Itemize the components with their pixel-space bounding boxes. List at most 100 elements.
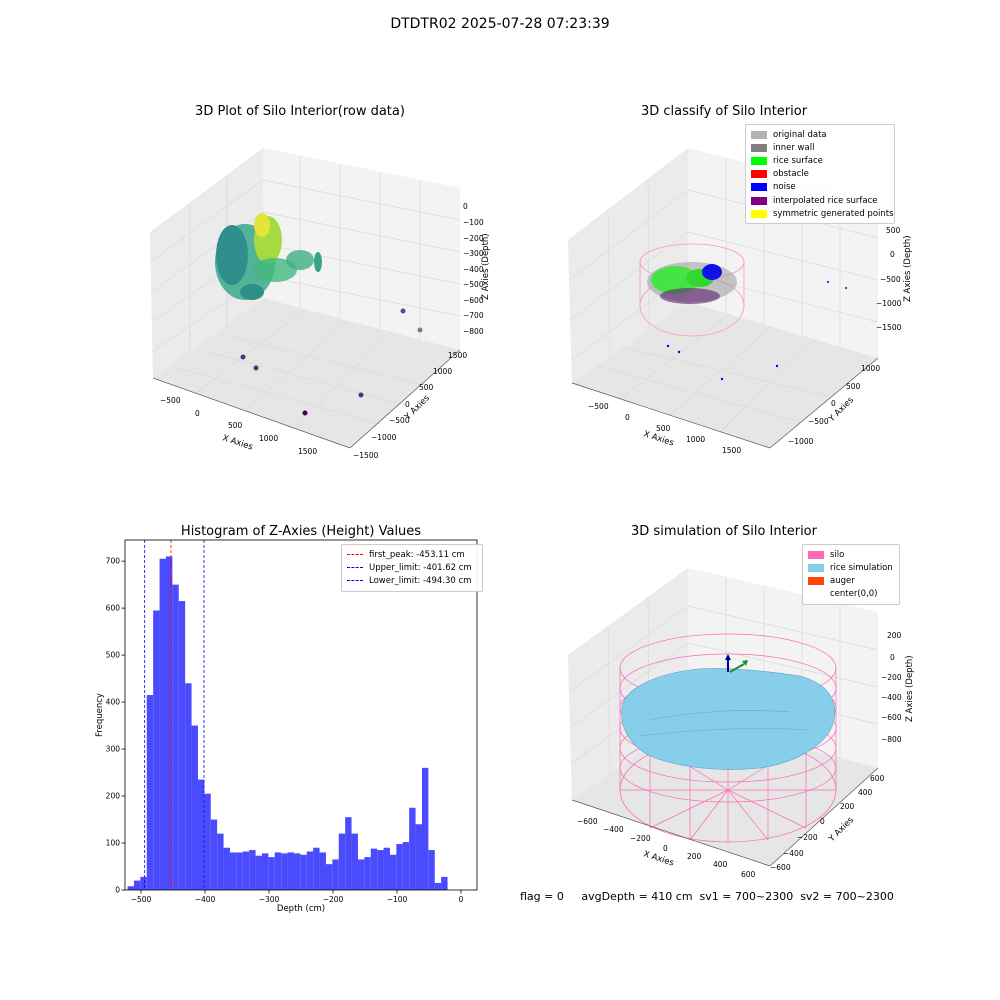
p4-ztick: −600 [881, 713, 902, 722]
legend-item: original data [751, 128, 889, 141]
legend-item: rice simulation [808, 561, 894, 574]
p1-ztick: 0 [463, 202, 468, 211]
p1-ytick: 1500 [448, 351, 467, 360]
histogram-xtick-label: −300 [259, 895, 280, 904]
p2-ytick: −500 [808, 417, 829, 426]
histogram-bar [153, 610, 160, 890]
p4-ztick: 200 [887, 631, 902, 640]
legend-item: first_peak: -453.11 cm [347, 548, 477, 561]
legend-label: original data [773, 129, 827, 140]
legend-line [347, 580, 363, 582]
histogram-bar [197, 779, 205, 890]
p2-xtick: −500 [588, 402, 609, 411]
histogram-bar [261, 853, 269, 890]
p4-xtick: −600 [577, 817, 598, 826]
p4-ztick: 0 [890, 653, 895, 662]
p2-xtick: 0 [625, 413, 630, 422]
histogram-bar [319, 852, 326, 890]
p2-ztick: 500 [886, 226, 901, 235]
histogram-xticks: −500 −400 −300 −200 −100 0 [131, 890, 464, 904]
legend-label: interpolated rice surface [773, 195, 878, 206]
legend-swatch [751, 196, 767, 205]
histogram-bar [306, 851, 314, 890]
p1-ytick: 1000 [433, 367, 452, 376]
histogram-bar [133, 880, 141, 890]
legend-item: noise [751, 181, 889, 194]
histogram-bar [159, 558, 166, 890]
histogram-bar [300, 854, 307, 890]
legend-item: inner wall [751, 141, 889, 154]
p4-xtick: 0 [663, 844, 668, 853]
p1-ytick: −1500 [353, 451, 379, 460]
legend-label: symmetric generated points [773, 208, 894, 219]
legend-line [347, 567, 363, 569]
p1-ztick: −700 [463, 311, 484, 320]
panel4-legend: silo rice simulation auger center(0,0) [802, 544, 900, 605]
p1-zlabel: Z Axies (Depth) [481, 233, 491, 300]
histogram-xtick-label: −200 [323, 895, 344, 904]
p4-xlabel: X Axies [642, 849, 675, 868]
legend-item: rice surface [751, 154, 889, 167]
histogram-legend: first_peak: -453.11 cm Upper_limit: -401… [341, 544, 483, 592]
legend-label: rice simulation [830, 562, 893, 573]
legend-label: obstacle [773, 169, 809, 180]
histogram-ytick-label: 600 [106, 604, 121, 613]
p2-ztick: −1500 [876, 323, 902, 332]
panel2-title: 3D classify of Silo Interior [640, 104, 808, 119]
legend-swatch [808, 550, 824, 559]
panel3-title: Histogram of Z-Axies (Height) Values [180, 524, 422, 539]
p4-xtick: −400 [603, 825, 624, 834]
histogram-ytick-label: 400 [106, 698, 121, 707]
histogram-lines [144, 540, 205, 890]
p4-xtick: 400 [713, 860, 728, 869]
p1-ytick: −1000 [371, 433, 397, 442]
histogram-bar [441, 876, 448, 890]
histogram-bar [364, 857, 371, 890]
histogram-ytick-label: 0 [115, 886, 120, 895]
p2-ztick: −500 [880, 275, 901, 284]
histogram-bar [409, 807, 416, 890]
histogram-bar [357, 859, 365, 890]
legend-swatch [808, 576, 824, 585]
p2-ytick: 500 [846, 382, 861, 391]
histogram-bar [242, 851, 250, 890]
histogram-bar [428, 850, 435, 890]
p2-xtick: 500 [656, 424, 671, 433]
histogram-bar [402, 842, 410, 890]
histogram-ylabel: Frequency [95, 693, 105, 737]
histogram-bars [127, 556, 448, 890]
p1-ytick: 0 [405, 400, 410, 409]
legend-label: silo [830, 549, 845, 560]
p1-xtick: 1500 [298, 447, 317, 456]
p2-xtick: 1500 [722, 446, 741, 455]
histogram-bar [338, 833, 346, 890]
legend-swatch [751, 143, 767, 152]
p4-ztick: −800 [881, 735, 902, 744]
p1-ztick: −200 [463, 234, 484, 243]
histogram-bar [127, 886, 134, 890]
histogram-bar [210, 819, 218, 890]
histogram-bar [165, 556, 173, 890]
histogram-bar [287, 852, 294, 890]
p4-ztick: −400 [881, 693, 902, 702]
legend-swatch [751, 130, 767, 139]
p2-xtick: 1000 [686, 435, 705, 444]
histogram-bar [389, 854, 397, 890]
panel1-tick-labels: −500 0 500 1000 1500 −1500 −1000 −500 0 … [160, 202, 484, 460]
p4-zlabel: Z Axies (Depth) [905, 655, 915, 722]
panel4-rice-surface [621, 668, 836, 770]
histogram-xtick-label: −400 [195, 895, 216, 904]
p2-ytick: 0 [831, 399, 836, 408]
histogram-bar [146, 695, 154, 890]
histogram-bar [140, 876, 147, 890]
histogram-ytick-label: 500 [106, 651, 121, 660]
p1-ztick: −800 [463, 327, 484, 336]
p4-ztick: −200 [881, 673, 902, 682]
legend-item: obstacle [751, 168, 889, 181]
histogram-bar [268, 857, 275, 890]
p1-ztick: −100 [463, 218, 484, 227]
histogram-bar [223, 847, 230, 890]
panel4-title: 3D simulation of Silo Interior [631, 524, 817, 539]
